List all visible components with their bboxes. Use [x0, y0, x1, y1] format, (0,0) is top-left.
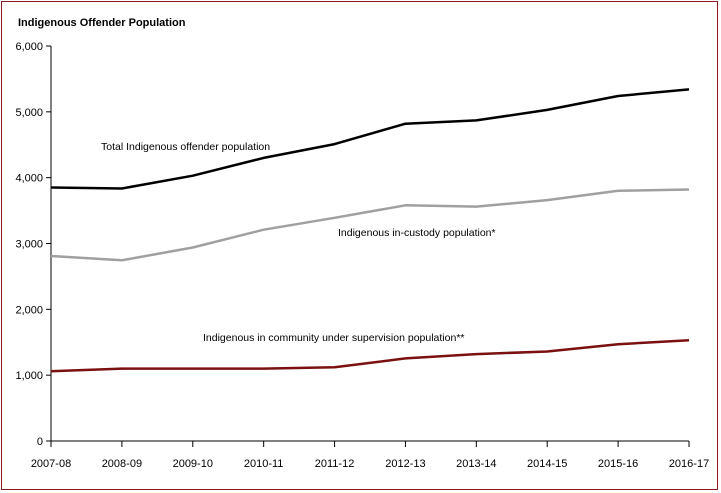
y-tick-label: 4,000 — [15, 173, 43, 185]
series-lines — [50, 88, 690, 373]
x-tick-label: 2012-13 — [385, 458, 425, 470]
x-axis: 2007-08 2008-09 2009-10 2010-11 2011-12 2012-… — [31, 440, 709, 470]
series-line-custody — [50, 188, 690, 262]
y-tick-label: 1,000 — [15, 370, 43, 382]
x-tick-label: 2010-11 — [244, 458, 284, 470]
x-tick-label: 2007-08 — [31, 458, 71, 470]
x-tick-label: 2014-15 — [527, 458, 567, 470]
series-label-custody: Indigenous in-custody population* — [338, 227, 496, 239]
x-tick-label: 2008-09 — [102, 458, 142, 470]
x-tick-label: 2009-10 — [173, 458, 213, 470]
x-tick-label: 2016-17 — [669, 458, 709, 470]
x-tick-label: 2011-12 — [315, 458, 355, 470]
chart-title: Indigenous Offender Population — [18, 17, 186, 29]
series-line-total — [50, 88, 690, 190]
series-label-total: Total Indigenous offender population — [101, 141, 270, 153]
series-line-community — [50, 339, 690, 373]
y-axis: 0 1,000 2,000 3,000 4,000 5,000 6,000 — [15, 41, 52, 448]
y-tick-label: 2,000 — [15, 304, 43, 316]
y-tick-label: 5,000 — [15, 107, 43, 119]
y-tick-label: 0 — [37, 436, 43, 448]
y-tick-label: 3,000 — [15, 239, 43, 251]
series-label-community: Indigenous in community under supervisio… — [203, 332, 465, 344]
x-tick-label: 2015-16 — [598, 458, 638, 470]
x-tick-label: 2013-14 — [456, 458, 496, 470]
y-tick-label: 6,000 — [15, 41, 43, 53]
